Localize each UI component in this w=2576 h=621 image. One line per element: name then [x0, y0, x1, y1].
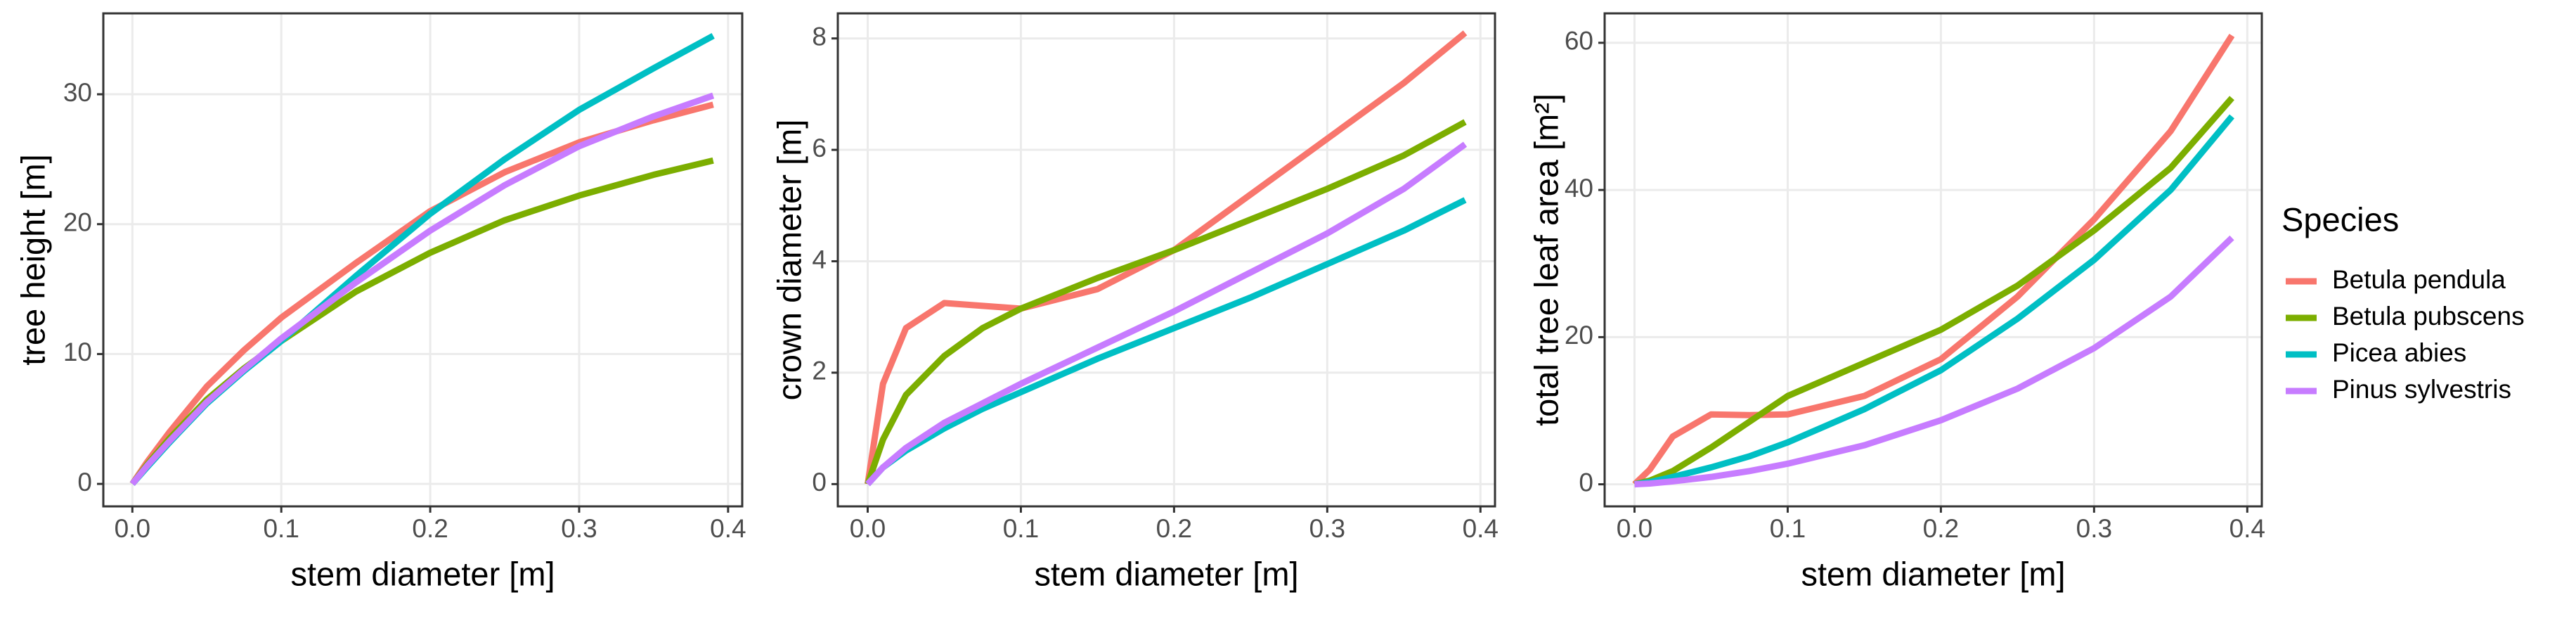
- x-tick-label: 0.3: [1309, 514, 1345, 543]
- x-tick-label: 0.0: [850, 514, 886, 543]
- y-tick-label: 4: [812, 245, 827, 274]
- plot-border: [836, 12, 1496, 508]
- legend-title: Species: [2281, 200, 2399, 238]
- plot-background: [1605, 13, 2262, 506]
- legend-label: Pinus sylvestris: [2332, 375, 2511, 404]
- y-tick-label: 30: [63, 78, 92, 107]
- series-line: [1632, 33, 2235, 487]
- series-line: [129, 92, 715, 486]
- y-axis-title: crown diameter [m]: [770, 120, 808, 401]
- series-line: [865, 141, 1468, 487]
- plot-border: [102, 12, 744, 508]
- x-tick-label: 0.0: [115, 514, 150, 543]
- x-tick-label: 0.2: [1156, 514, 1192, 543]
- series-line: [1633, 96, 2234, 487]
- y-tick-label: 20: [1565, 321, 1593, 350]
- x-tick-label: 0.2: [1923, 514, 1959, 543]
- series-line: [865, 30, 1468, 485]
- y-axis-title: total tree leaf area [m²]: [1527, 94, 1565, 426]
- y-tick-label: 2: [812, 357, 827, 385]
- x-tick-label: 0.1: [263, 514, 299, 543]
- x-axis-title: stem diameter [m]: [1801, 555, 2065, 592]
- y-tick-label: 6: [812, 134, 827, 162]
- legend-label: Betula pendula: [2332, 265, 2506, 294]
- y-tick-label: 8: [812, 22, 827, 51]
- y-tick-label: 0: [812, 468, 827, 497]
- plot-border: [1603, 12, 2263, 508]
- y-axis-title: tree height [m]: [14, 154, 51, 365]
- x-tick-label: 0.4: [1463, 514, 1499, 543]
- x-tick-label: 0.0: [1617, 514, 1652, 543]
- x-tick-label: 0.1: [1770, 514, 1806, 543]
- x-tick-label: 0.4: [2229, 514, 2265, 543]
- y-tick-label: 40: [1565, 174, 1593, 203]
- series-line: [1634, 235, 2234, 488]
- x-tick-label: 0.3: [561, 514, 597, 543]
- x-axis-title: stem diameter [m]: [1034, 555, 1298, 592]
- series-line: [1633, 114, 2234, 488]
- x-tick-label: 0.3: [2076, 514, 2112, 543]
- y-tick-label: 10: [63, 338, 92, 366]
- y-tick-label: 20: [63, 207, 92, 236]
- y-tick-label: 0: [77, 468, 92, 497]
- y-tick-label: 0: [1579, 468, 1593, 497]
- y-tick-label: 60: [1565, 27, 1593, 56]
- legend-label: Picea abies: [2332, 338, 2466, 367]
- x-axis-title: stem diameter [m]: [290, 555, 555, 592]
- x-tick-label: 0.1: [1003, 514, 1039, 543]
- legend-label: Betula pubscens: [2332, 302, 2525, 331]
- x-tick-label: 0.2: [412, 514, 448, 543]
- x-tick-label: 0.4: [710, 514, 746, 543]
- series-line: [865, 119, 1467, 485]
